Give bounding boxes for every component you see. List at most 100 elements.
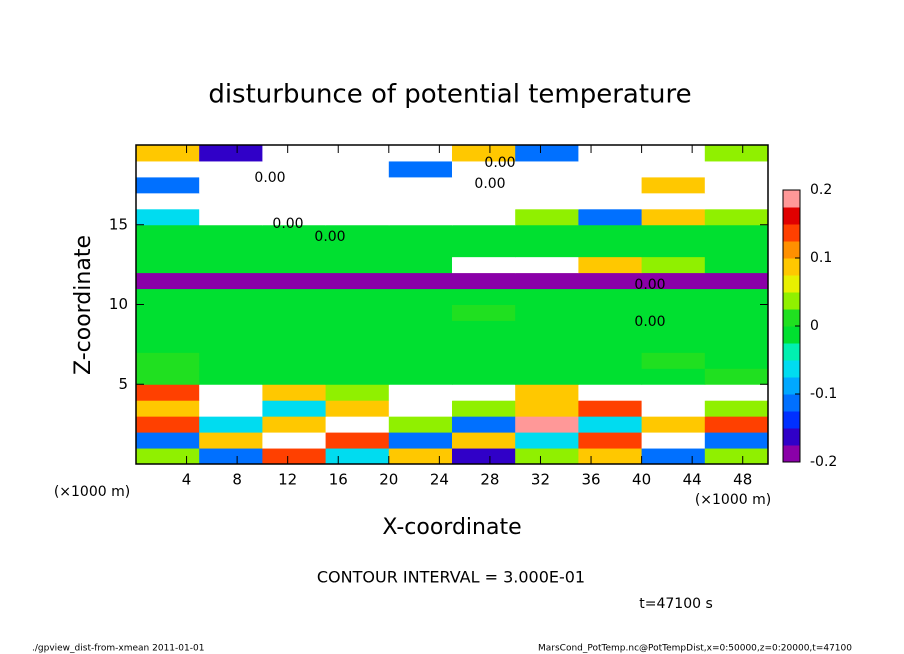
heat-cell	[136, 320, 200, 337]
heat-cell	[388, 384, 453, 401]
heat-cell	[452, 145, 516, 162]
time-label: t=47100 s	[639, 596, 713, 612]
heat-cell	[578, 400, 643, 417]
heat-cell	[704, 304, 769, 321]
heat-cell	[578, 160, 643, 178]
colorbar-segment	[783, 258, 800, 276]
heat-cell	[641, 368, 706, 385]
heat-cell	[262, 320, 327, 337]
heat-cell	[641, 416, 706, 433]
chart-title: disturbunce of potential temperature	[208, 80, 691, 110]
heat-cell	[452, 160, 516, 178]
heat-cell	[262, 176, 327, 194]
colorbar-tick-label: -0.1	[810, 386, 837, 402]
heat-cell	[578, 336, 643, 353]
heat-cell	[704, 400, 769, 417]
heat-cell	[136, 240, 200, 258]
heat-cell	[262, 272, 327, 290]
heat-cell	[515, 320, 579, 337]
heat-cell	[515, 432, 579, 449]
x-tick-label: 20	[379, 471, 398, 489]
heat-cell	[199, 208, 263, 226]
colorbar-segment	[783, 428, 800, 446]
heat-cell	[578, 416, 643, 433]
heat-cell	[325, 320, 390, 337]
heat-cell	[704, 176, 769, 194]
heat-cell	[325, 416, 390, 433]
heat-cell	[515, 272, 579, 290]
heat-cell	[704, 320, 769, 337]
heat-cell	[704, 160, 769, 178]
heat-cell	[262, 368, 327, 385]
heat-cell	[325, 176, 390, 194]
heat-cell	[136, 272, 200, 290]
heat-cell	[388, 304, 453, 321]
heat-cell	[199, 304, 263, 321]
heat-cell	[199, 176, 263, 194]
heat-cell	[641, 304, 706, 321]
colorbar-segment	[783, 190, 800, 208]
heat-cell	[262, 288, 327, 305]
heat-cell	[199, 272, 263, 290]
heat-cell	[199, 192, 263, 210]
heat-cell	[641, 320, 706, 337]
heat-cell	[136, 352, 200, 369]
x-tick-label: 24	[430, 471, 449, 489]
heat-cell	[136, 416, 200, 433]
heat-cell	[641, 224, 706, 242]
x-tick-label: 44	[683, 471, 702, 489]
colorbar-segment	[783, 394, 800, 412]
heat-cell	[452, 208, 516, 226]
heat-cell	[136, 400, 200, 417]
heat-cell	[704, 384, 769, 401]
heat-cell	[136, 145, 200, 162]
heat-cell	[452, 304, 516, 321]
heat-cell	[199, 288, 263, 305]
heat-cell	[136, 192, 200, 210]
heat-cell	[578, 145, 643, 162]
footer-right: MarsCond_PotTemp.nc@PotTempDist,x=0:5000…	[538, 644, 852, 654]
heat-cell	[578, 208, 643, 226]
heat-cell	[262, 160, 327, 178]
x-axis-label: X-coordinate	[382, 515, 521, 540]
colorbar-tick-label: -0.2	[810, 454, 837, 470]
heat-cell	[452, 336, 516, 353]
heat-cell	[325, 448, 390, 465]
heat-cell	[199, 384, 263, 401]
heat-cell	[704, 272, 769, 290]
heat-cell	[199, 160, 263, 178]
heat-cell	[388, 432, 453, 449]
heat-cell	[388, 240, 453, 258]
contour-label: 0.00	[272, 216, 303, 232]
heat-cell	[515, 352, 579, 369]
heat-cell	[641, 352, 706, 369]
heat-cell	[452, 192, 516, 210]
heat-cell	[388, 336, 453, 353]
heat-cell	[325, 160, 390, 178]
heat-cell	[578, 176, 643, 194]
colorbar-segment	[783, 224, 800, 242]
colorbar-segment	[783, 275, 800, 293]
heat-cell	[388, 208, 453, 226]
heat-cell	[325, 288, 390, 305]
heat-cell	[578, 368, 643, 385]
heat-cell	[704, 448, 769, 465]
heat-cell	[136, 288, 200, 305]
heat-cell	[578, 448, 643, 465]
heat-cell	[136, 256, 200, 274]
x-tick-label: 48	[733, 471, 752, 489]
colorbar-tick-label: 0	[810, 318, 819, 334]
heat-cell	[515, 145, 579, 162]
heat-cell	[388, 192, 453, 210]
heat-cell	[325, 272, 390, 290]
heat-cell	[704, 145, 769, 162]
heat-cell	[325, 400, 390, 417]
heat-cell	[262, 384, 327, 401]
y-tick-label: 10	[109, 295, 128, 313]
heat-cell	[136, 160, 200, 178]
heat-cell	[388, 160, 453, 178]
heat-cell	[388, 272, 453, 290]
contour-label: 0.00	[314, 229, 345, 245]
colorbar-segment	[783, 411, 800, 429]
heat-cell	[199, 400, 263, 417]
